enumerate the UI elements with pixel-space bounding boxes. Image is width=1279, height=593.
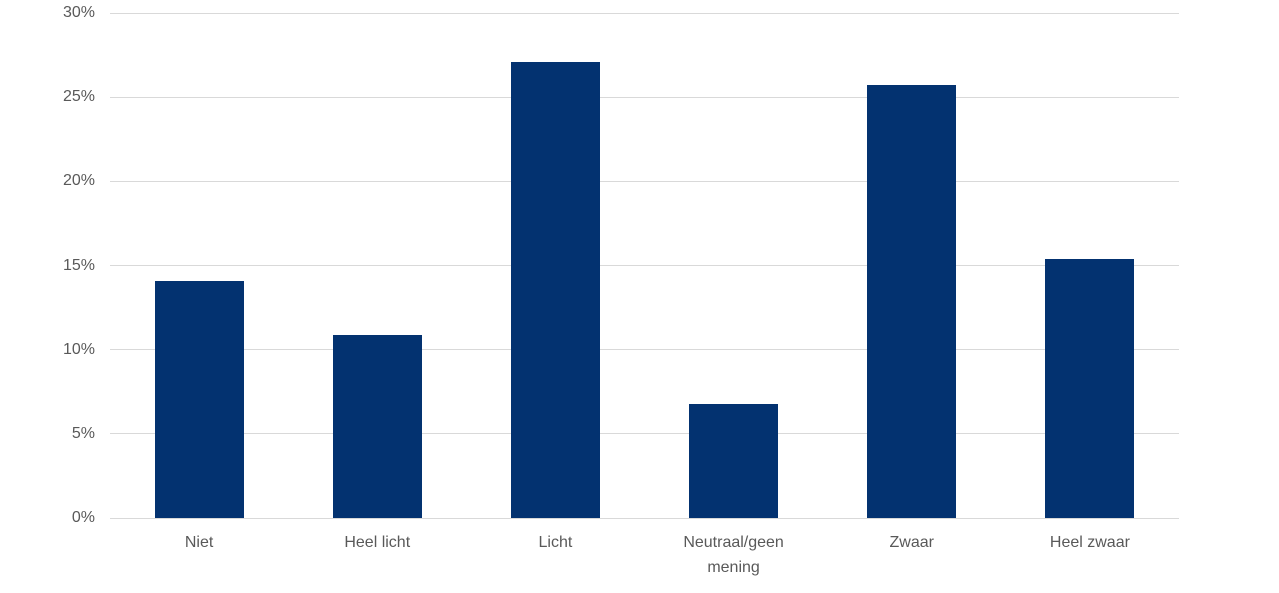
y-tick-label: 10%: [62, 340, 95, 358]
x-category-label: Heel licht: [344, 534, 411, 551]
bar: [867, 85, 957, 518]
x-category-label: Licht: [538, 534, 573, 551]
y-tick-label: 30%: [62, 4, 95, 21]
x-category-label: Neutraal/geen mening: [683, 534, 784, 576]
gridline: [110, 349, 1179, 351]
gridline: [110, 12, 1179, 14]
bar: [332, 334, 422, 518]
bar: [689, 403, 779, 518]
y-tick-label: 5%: [71, 424, 95, 442]
gridline: [110, 96, 1179, 98]
x-category-label: Heel zwaar: [1049, 534, 1130, 551]
y-tick-label: 15%: [62, 256, 95, 274]
y-tick-label: 0%: [71, 509, 95, 526]
bar: [510, 61, 600, 518]
gridline: [110, 517, 1179, 519]
bar: [1045, 258, 1135, 518]
x-category-label: Niet: [184, 534, 214, 551]
gridline: [110, 180, 1179, 182]
gridline: [110, 265, 1179, 266]
y-tick-label: 25%: [62, 88, 95, 106]
y-tick-label: 20%: [62, 172, 95, 190]
gridline: [110, 433, 1179, 435]
x-category-label: Zwaar: [889, 534, 934, 551]
bar: [154, 280, 244, 518]
